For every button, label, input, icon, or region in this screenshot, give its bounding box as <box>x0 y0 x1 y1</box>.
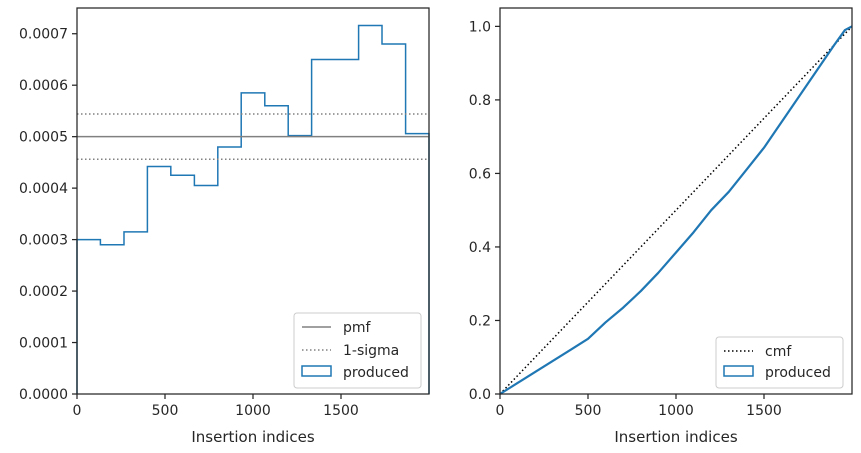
left-y-tick-label: 0.0004 <box>19 181 68 197</box>
right-x-tick-label: 500 <box>575 403 602 419</box>
left-x-axis-label: Insertion indices <box>191 428 314 446</box>
left-x-tick-label: 1000 <box>235 403 271 419</box>
right-x-tick-label: 1500 <box>746 403 782 419</box>
left-series-layer <box>76 24 430 394</box>
chart-left-histogram: 0 500 1000 1500 0.0000 0.0001 0.0002 0.0003 0.00… <box>19 7 430 446</box>
left-legend-box <box>293 312 422 389</box>
right-y-tick-label: 0.0 <box>469 387 491 403</box>
left-y-tick-label: 0.0007 <box>19 27 68 43</box>
left-legend: pmf 1-sigma produced <box>293 312 422 389</box>
right-axes-frame <box>499 7 853 395</box>
right-x-tick-label: 0 <box>496 403 505 419</box>
right-y-tick-label: 0.6 <box>469 166 491 182</box>
right-x-tick-label: 1000 <box>658 403 694 419</box>
legend-1-sigma-label: 1-sigma <box>343 343 399 359</box>
left-y-tick-label: 0.0005 <box>19 130 68 146</box>
left-x-tick-label: 500 <box>152 403 179 419</box>
right-y-tick-label: 0.8 <box>469 93 491 109</box>
right-legend: cmf produced <box>715 336 844 389</box>
right-y-tick-label: 0.4 <box>469 240 491 256</box>
legend-produced-label: produced <box>343 365 409 381</box>
left-y-tick-label: 0.0003 <box>19 233 68 249</box>
cmf-line <box>499 25 853 395</box>
right-series-layer <box>499 25 853 395</box>
legend-produced-swatch-right <box>723 365 754 377</box>
left-x-tick-label: 0 <box>73 403 82 419</box>
left-y-tick-label: 0.0002 <box>19 284 68 300</box>
left-y-tick-label: 0.0006 <box>19 78 68 94</box>
right-ticks-layer: 0 500 1000 1500 0.0 0.2 0.4 0.6 0.8 1.0 <box>469 19 782 419</box>
right-x-axis-label: Insertion indices <box>614 428 737 446</box>
produced-histogram <box>76 24 430 394</box>
right-y-tick-label: 1.0 <box>469 19 491 35</box>
legend-produced-swatch <box>301 365 332 377</box>
left-ticks-layer: 0 500 1000 1500 0.0000 0.0001 0.0002 0.0003 0.00… <box>19 27 359 419</box>
legend-produced-label-right: produced <box>765 365 831 381</box>
produced-cumulative-line <box>499 25 853 395</box>
legend-pmf-label: pmf <box>343 320 372 336</box>
left-y-tick-label: 0.0001 <box>19 336 68 352</box>
right-y-tick-label: 0.2 <box>469 313 491 329</box>
chart-right-cumulative: 0 500 1000 1500 0.0 0.2 0.4 0.6 0.8 1.0 Insertion… <box>469 7 853 446</box>
left-y-tick-label: 0.0000 <box>19 387 68 403</box>
left-x-tick-label: 1500 <box>323 403 359 419</box>
legend-cmf-label: cmf <box>765 344 792 360</box>
